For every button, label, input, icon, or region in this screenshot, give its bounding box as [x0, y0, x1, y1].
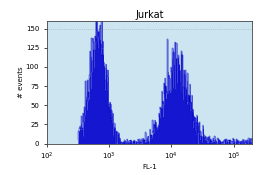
X-axis label: FL-1: FL-1 — [142, 164, 157, 170]
Title: Jurkat: Jurkat — [135, 10, 164, 20]
Y-axis label: # events: # events — [18, 66, 24, 98]
